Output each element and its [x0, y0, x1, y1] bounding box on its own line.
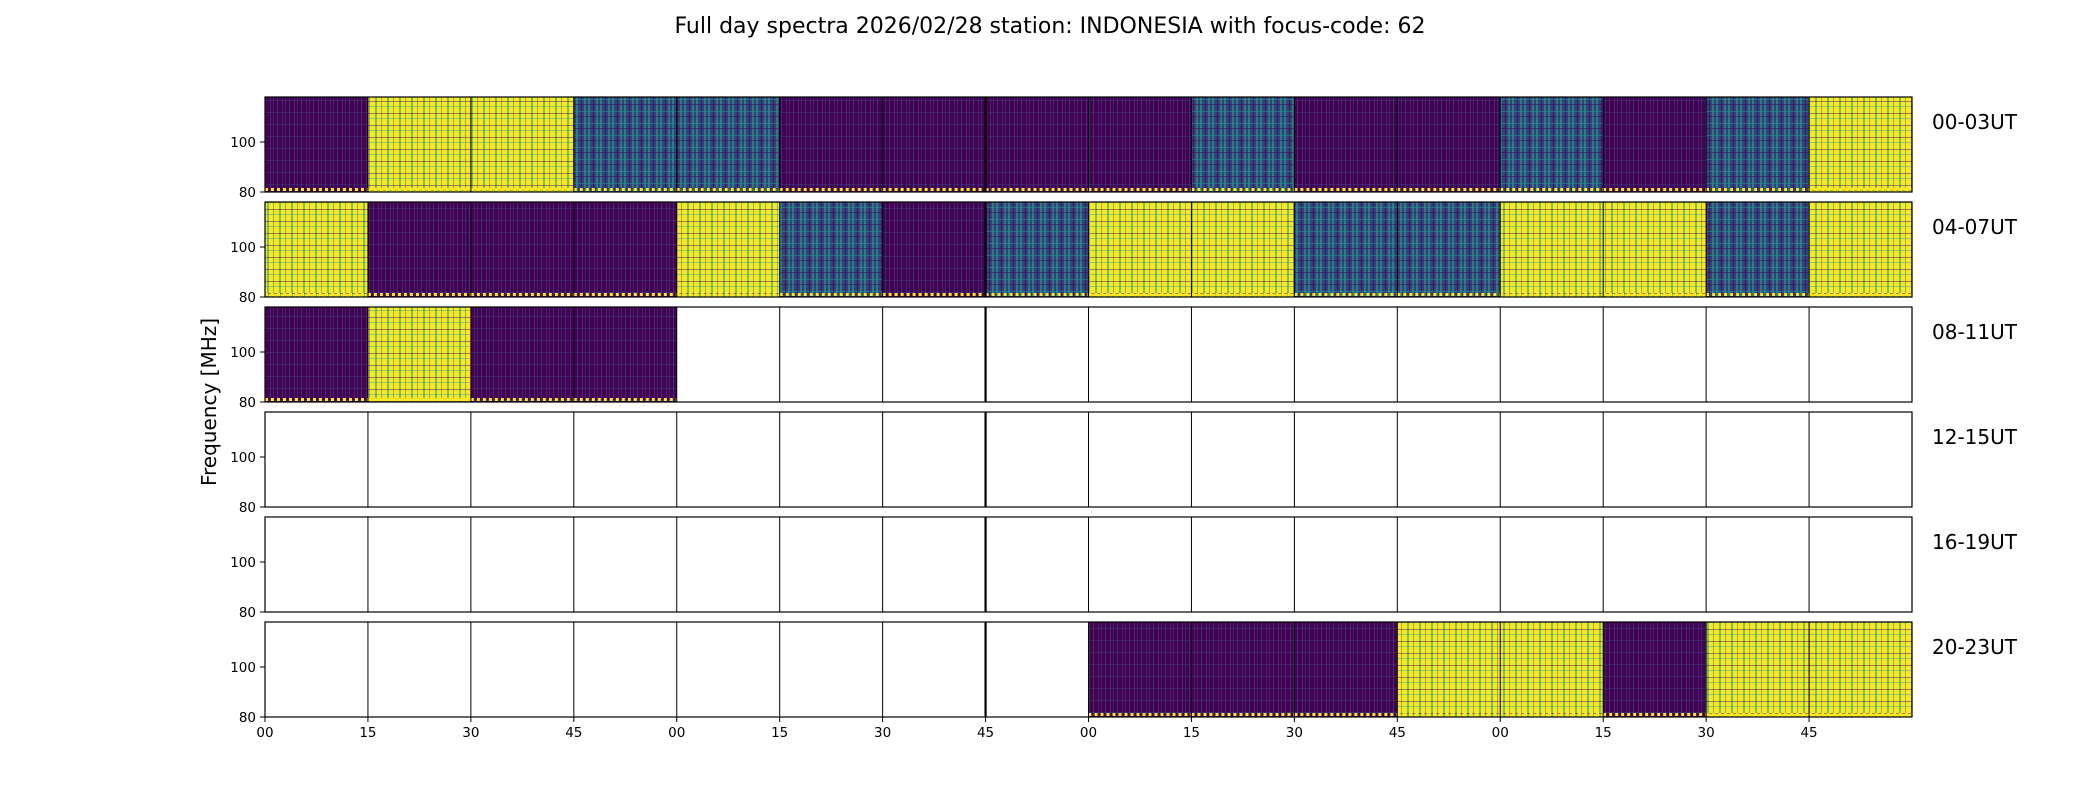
panel-frame — [264, 306, 1913, 403]
x-tick-label: 15 — [771, 725, 788, 741]
spectrum-block — [882, 202, 986, 297]
spectrum-block — [1088, 202, 1192, 297]
spectrum-block — [1294, 622, 1398, 717]
row-label: 12-15UT — [1932, 425, 2018, 449]
spectrum-block — [470, 97, 574, 192]
row-label: 20-23UT — [1932, 635, 2018, 659]
panel-frame — [264, 411, 1913, 508]
x-tick-label: 30 — [1286, 725, 1303, 741]
spectrum-block — [1397, 622, 1501, 717]
spectrum-block — [1809, 622, 1912, 717]
spectrum-block — [1706, 202, 1810, 297]
spectrum-block — [1088, 622, 1192, 717]
spectrum-block — [470, 307, 574, 402]
row-label: 16-19UT — [1932, 530, 2018, 554]
spectrum-block — [265, 97, 368, 192]
spectra-rows: 80 100 00-03UT 80 100 04-07UT 80 100 08-11UT 80 10… — [230, 96, 2018, 726]
y-tick-label: 80 — [239, 395, 256, 411]
panel-frame — [264, 201, 1913, 298]
x-tick-label: 00 — [1492, 725, 1509, 741]
spectrum-block — [1603, 622, 1707, 717]
spectrum-block — [985, 97, 1089, 192]
x-tick-label: 30 — [462, 725, 479, 741]
panel-00-03UT: 80 100 00-03UT — [230, 96, 2018, 201]
spectrum-block — [1397, 202, 1501, 297]
panel-frame — [264, 516, 1913, 613]
spectrum-block — [1191, 97, 1295, 192]
spectrum-block — [1191, 202, 1295, 297]
x-tick-label: 45 — [1800, 725, 1817, 741]
spectrum-block — [882, 97, 986, 192]
spectrum-block — [1500, 202, 1604, 297]
spectrum-block — [1294, 97, 1398, 192]
spectrum-block — [1500, 97, 1604, 192]
x-tick-label: 00 — [256, 725, 273, 741]
y-tick-label: 80 — [239, 185, 256, 201]
spectrum-block — [573, 307, 677, 402]
x-tick-label: 15 — [1183, 725, 1200, 741]
panel-frame — [264, 96, 1913, 193]
y-tick-label: 80 — [239, 500, 256, 516]
y-tick-label: 80 — [239, 710, 256, 726]
y-tick-label: 80 — [239, 605, 256, 621]
spectrum-block — [265, 202, 368, 297]
panel-16-19UT: 80 100 16-19UT — [230, 516, 2018, 621]
spectrum-block — [1706, 622, 1810, 717]
x-tick-label: 30 — [1698, 725, 1715, 741]
panel-12-15UT: 80 100 12-15UT — [230, 411, 2018, 516]
x-axis: 00 15 30 45 00 15 30 45 00 15 30 45 00 15 30 45 — [256, 717, 1818, 741]
spectrum-block — [985, 202, 1089, 297]
panel-08-11UT: 80 100 08-11UT — [230, 306, 2018, 411]
spectrum-block — [265, 307, 368, 402]
spectrum-block — [676, 97, 780, 192]
x-tick-label: 45 — [977, 725, 994, 741]
spectrum-block — [1191, 622, 1295, 717]
spectrum-block — [1397, 97, 1501, 192]
y-tick-label: 100 — [230, 345, 256, 361]
y-tick-label: 100 — [230, 450, 256, 466]
spectrum-block — [1500, 622, 1604, 717]
spectrum-block — [573, 202, 677, 297]
x-tick-label: 45 — [565, 725, 582, 741]
spectrum-block — [1088, 97, 1192, 192]
row-label: 00-03UT — [1932, 110, 2018, 134]
y-tick-label: 100 — [230, 660, 256, 676]
spectrum-block — [676, 202, 780, 297]
spectrum-block — [367, 202, 471, 297]
spectrum-block — [1603, 97, 1707, 192]
spectrum-block — [367, 97, 471, 192]
y-axis-label: Frequency [MHz] — [197, 318, 221, 486]
y-tick-label: 100 — [230, 555, 256, 571]
spectrum-block — [1809, 202, 1912, 297]
spectrum-block — [779, 97, 883, 192]
x-tick-label: 00 — [668, 725, 685, 741]
y-tick-label: 80 — [239, 290, 256, 306]
x-tick-label: 15 — [1595, 725, 1612, 741]
spectrum-block — [367, 307, 471, 402]
x-tick-label: 15 — [359, 725, 376, 741]
x-tick-label: 45 — [1389, 725, 1406, 741]
panel-04-07UT: 80 100 04-07UT — [230, 201, 2018, 306]
panel-20-23UT: 80 100 20-23UT — [230, 621, 2018, 726]
spectrum-block — [1603, 202, 1707, 297]
spectrum-block — [1706, 97, 1810, 192]
x-tick-label: 30 — [874, 725, 891, 741]
chart-title: Full day spectra 2026/02/28 station: IND… — [674, 14, 1425, 39]
spectrum-block — [779, 202, 883, 297]
spectrum-block — [470, 202, 574, 297]
spectrum-block — [1809, 97, 1912, 192]
spectrum-block — [573, 97, 677, 192]
row-label: 04-07UT — [1932, 215, 2018, 239]
y-tick-label: 100 — [230, 240, 256, 256]
y-tick-label: 100 — [230, 135, 256, 151]
x-tick-label: 00 — [1080, 725, 1097, 741]
row-label: 08-11UT — [1932, 320, 2018, 344]
spectrum-block — [1294, 202, 1398, 297]
